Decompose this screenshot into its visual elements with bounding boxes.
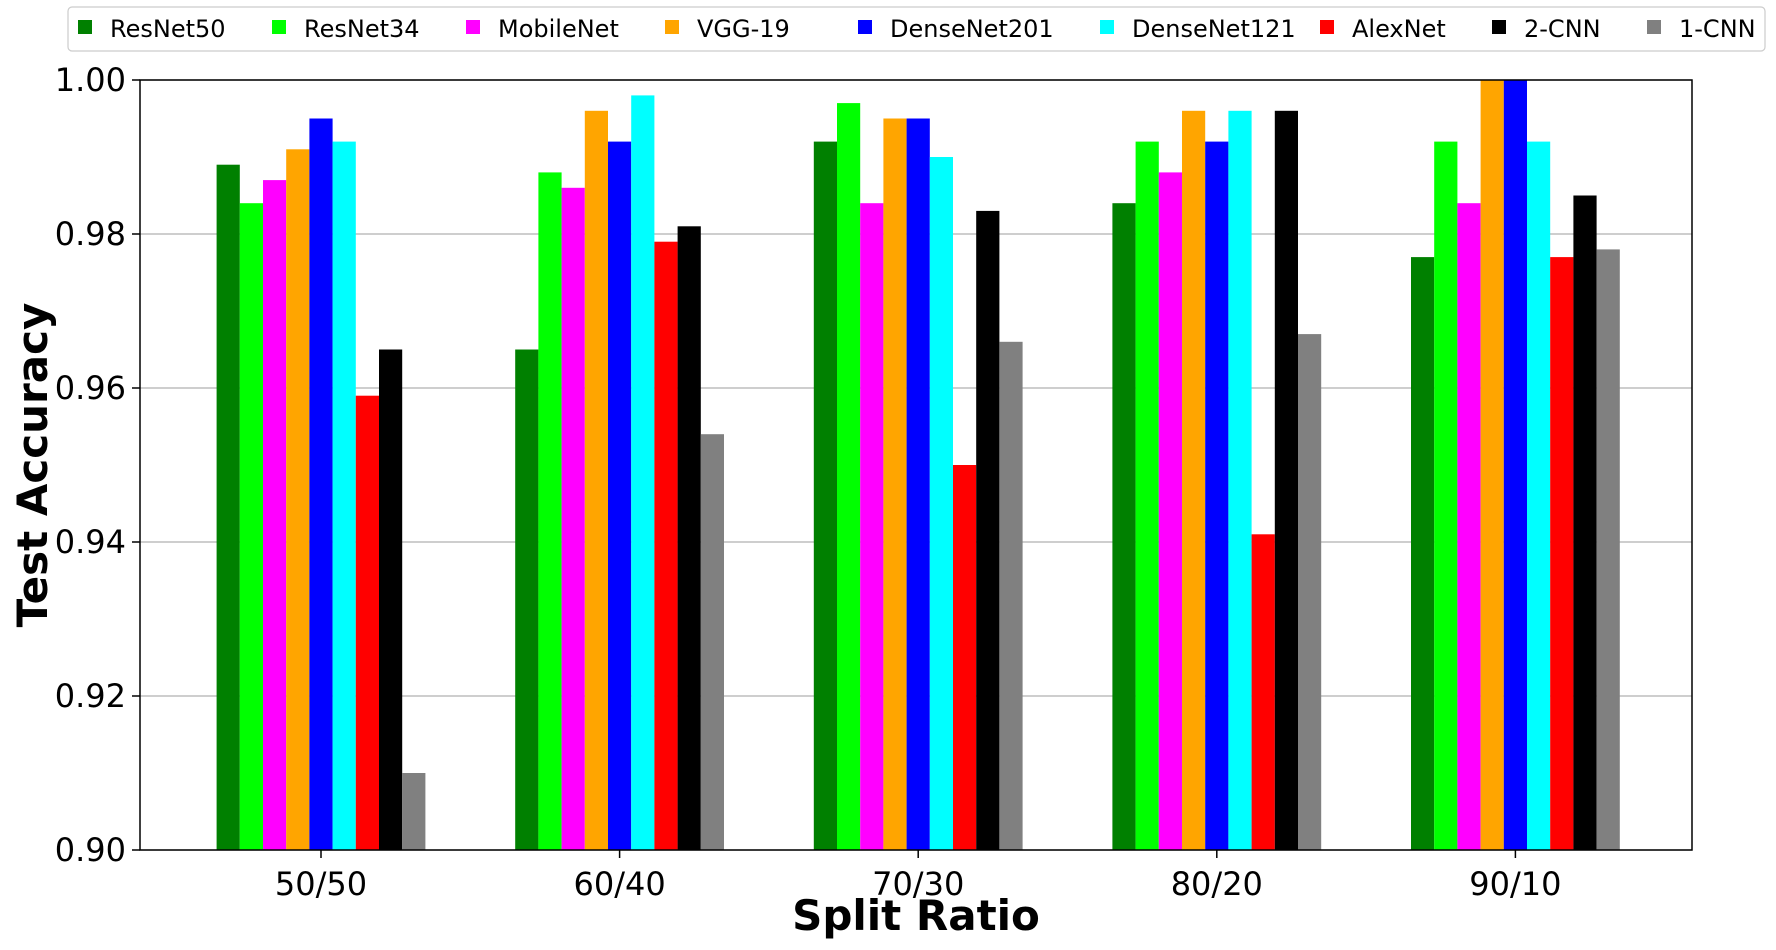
y-tick-label: 0.96: [55, 369, 126, 407]
bar-vgg-19-50-50: [286, 149, 310, 851]
bar-resnet34-80-20: [1135, 141, 1159, 851]
legend-box: [67, 6, 1766, 52]
bar-vgg-19-90-10: [1480, 80, 1504, 850]
legend-swatch: [466, 20, 480, 34]
bar-densenet201-50-50: [309, 118, 333, 850]
legend-label: ResNet34: [304, 15, 420, 43]
bar-densenet121-50-50: [332, 141, 356, 851]
bar-1-cnn-90-10: [1596, 249, 1620, 850]
bar-densenet201-80-20: [1205, 141, 1229, 851]
bar-vgg-19-80-20: [1182, 110, 1206, 851]
bar-alexnet-70-30: [953, 465, 977, 850]
y-axis-title: Test Accuracy: [8, 303, 57, 628]
legend-swatch: [78, 20, 92, 34]
bar-resnet50-90-10: [1411, 257, 1435, 851]
bar-2-cnn-80-20: [1274, 110, 1298, 851]
bar-alexnet-60-40: [654, 241, 678, 850]
x-axis-title: Split Ratio: [792, 891, 1040, 940]
bar-mobilenet-50-50: [263, 180, 287, 851]
legend-label: MobileNet: [498, 15, 619, 43]
legend-swatch: [1647, 20, 1661, 34]
bar-densenet121-90-10: [1527, 141, 1551, 851]
bar-2-cnn-90-10: [1573, 195, 1597, 850]
bar-vgg-19-70-30: [883, 118, 907, 850]
legend-swatch: [1100, 20, 1114, 34]
bar-densenet201-60-40: [608, 141, 632, 851]
bars: [216, 80, 1620, 851]
legend-label: 2-CNN: [1524, 15, 1601, 43]
y-tick-label: 0.90: [55, 831, 126, 869]
y-tick-label: 0.92: [55, 677, 126, 715]
bar-densenet201-70-30: [906, 118, 930, 850]
bar-resnet34-50-50: [239, 203, 263, 850]
x-tick-label: 90/10: [1469, 865, 1561, 903]
bar-2-cnn-50-50: [379, 349, 403, 850]
bar-resnet34-70-30: [837, 103, 861, 851]
y-tick-label: 0.98: [55, 215, 126, 253]
bar-1-cnn-50-50: [402, 773, 426, 850]
bar-alexnet-50-50: [355, 395, 379, 850]
legend-label: DenseNet121: [1132, 15, 1296, 43]
bar-mobilenet-90-10: [1457, 203, 1481, 850]
bar-resnet50-50-50: [216, 164, 240, 850]
bar-1-cnn-80-20: [1298, 334, 1322, 851]
x-tick-label: 60/40: [573, 865, 665, 903]
x-tick-label: 70/30: [872, 865, 964, 903]
x-tick-label: 50/50: [275, 865, 367, 903]
bar-mobilenet-80-20: [1158, 172, 1182, 850]
bar-densenet201-90-10: [1503, 80, 1527, 850]
legend-label: AlexNet: [1352, 15, 1446, 43]
bar-vgg-19-60-40: [584, 110, 608, 851]
bar-densenet121-80-20: [1228, 110, 1252, 851]
bar-1-cnn-70-30: [999, 341, 1023, 850]
bar-resnet50-60-40: [515, 349, 539, 850]
bar-densenet121-70-30: [929, 157, 953, 850]
bar-alexnet-90-10: [1550, 257, 1574, 851]
legend-label: DenseNet201: [890, 15, 1054, 43]
bar-resnet34-60-40: [538, 172, 562, 850]
legend-label: VGG-19: [697, 15, 790, 43]
bar-2-cnn-60-40: [677, 226, 701, 851]
plot-frame: [139, 79, 1693, 851]
bar-mobilenet-70-30: [860, 203, 884, 850]
y-tick-label: 1.00: [55, 61, 126, 99]
legend-label: 1-CNN: [1679, 15, 1756, 43]
bar-1-cnn-60-40: [700, 434, 724, 850]
y-tick-label: 0.94: [55, 523, 126, 561]
legend: ResNet50 ResNet34 MobileNet VGG-19 DenseNet2…: [67, 6, 1766, 52]
bar-alexnet-80-20: [1251, 534, 1275, 850]
bar-resnet50-80-20: [1112, 203, 1136, 850]
x-axis-ticks: 50/50 60/40 70/30 80/20 90/10: [275, 850, 1562, 903]
bar-densenet121-60-40: [631, 95, 655, 850]
bar-resnet50-70-30: [813, 141, 837, 851]
legend-swatch: [665, 20, 679, 34]
legend-swatch: [1492, 20, 1506, 34]
legend-swatch: [1320, 20, 1334, 34]
legend-swatch: [858, 20, 872, 34]
bar-2-cnn-70-30: [976, 210, 1000, 850]
bar-mobilenet-60-40: [561, 187, 585, 851]
legend-swatch: [272, 20, 286, 34]
legend-label: ResNet50: [110, 15, 226, 43]
y-axis-ticks: 0.90 0.92 0.94 0.96 0.98 1.00: [55, 61, 140, 869]
bar-resnet34-90-10: [1434, 141, 1458, 851]
x-tick-label: 80/20: [1171, 865, 1263, 903]
